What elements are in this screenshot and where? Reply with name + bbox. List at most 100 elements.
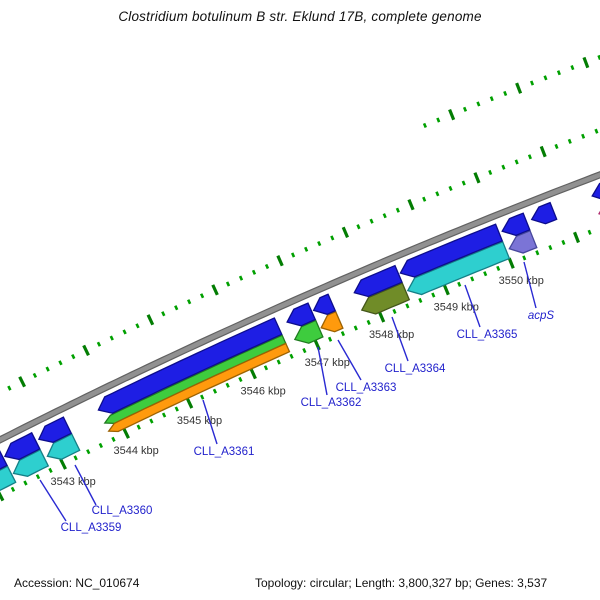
minor-tick-inner-ruler	[327, 336, 333, 342]
minor-tick-outer-ruler	[461, 180, 466, 186]
CLL_A3362-gene[interactable]	[286, 302, 317, 327]
kbp-label-3544: 3544 kbp	[113, 445, 158, 457]
minor-tick-outer-ruler	[174, 305, 179, 311]
CLL_A3364-gene[interactable]	[353, 264, 403, 298]
gene-label-CLL_A3361: CLL_A3361	[194, 446, 255, 458]
minor-tick-inner-ruler	[496, 265, 501, 271]
leader-line-CLL_A3362	[317, 346, 328, 396]
minor-tick-inner-ruler	[548, 245, 553, 251]
kbp-label-3546: 3546 kbp	[241, 386, 286, 398]
minor-tick-inner-ruler	[431, 292, 436, 298]
CLL_A3359-category[interactable]	[12, 448, 50, 477]
minor-tick-inner-ruler	[392, 308, 397, 314]
gene-unlabeled-gene[interactable]	[530, 201, 558, 225]
minor-tick-outer-ruler	[581, 133, 586, 139]
minor-tick-outer-far-ruler	[556, 70, 561, 76]
gene-label-CLL_A3365: CLL_A3365	[457, 329, 518, 341]
kbp-label-3549: 3549 kbp	[434, 302, 479, 314]
major-tick-inner-ruler	[442, 283, 450, 296]
minor-tick-outer-ruler	[264, 263, 270, 270]
major-tick-inner-ruler	[573, 231, 580, 244]
minor-tick-inner-ruler	[111, 436, 116, 442]
leader-line-CLL_A3360	[74, 464, 97, 506]
major-tick-outer-ruler	[341, 226, 350, 239]
minor-tick-inner-ruler	[10, 486, 16, 492]
minor-tick-outer-ruler	[395, 207, 400, 213]
minor-tick-outer-far-ruler	[476, 101, 481, 107]
major-tick-outer-far-ruler	[515, 82, 523, 94]
minor-tick-outer-far-ruler	[422, 122, 427, 129]
acpS-category[interactable]	[508, 229, 538, 254]
minor-tick-inner-ruler	[535, 250, 540, 256]
major-tick-outer-ruler	[276, 255, 284, 267]
leader-line-CLL_A3359	[39, 479, 67, 522]
major-tick-outer-far-ruler	[448, 108, 456, 121]
gene-label-CLL_A3364: CLL_A3364	[385, 363, 446, 375]
CLL_A3361-category-lower[interactable]	[107, 342, 291, 433]
minor-tick-inner-ruler	[302, 347, 307, 354]
leader-line-CLL_A3363	[337, 339, 362, 381]
backbone-arc	[0, 171, 600, 444]
minor-tick-outer-ruler	[488, 169, 493, 176]
major-tick-outer-far-ruler	[582, 56, 590, 69]
CLL_A3361-gene[interactable]	[97, 317, 283, 414]
minor-tick-outer-ruler	[304, 246, 309, 252]
minor-tick-outer-ruler	[199, 293, 205, 299]
major-tick-outer-ruler	[146, 314, 155, 326]
CLL_A3363-gene[interactable]	[312, 293, 337, 315]
minor-tick-inner-ruler	[263, 365, 269, 371]
CLL_A3365-gene[interactable]	[399, 223, 504, 278]
CLL_A3360-category[interactable]	[46, 433, 81, 460]
acpS-gene[interactable]	[501, 212, 531, 237]
kbp-label-3547: 3547 kbp	[305, 357, 350, 369]
major-tick-outer-ruler	[407, 198, 415, 211]
minor-tick-outer-ruler	[238, 275, 244, 281]
leader-line-CLL_A3365	[464, 284, 481, 328]
minor-tick-inner-ruler	[225, 382, 230, 388]
kbp-label-3548: 3548 kbp	[369, 329, 414, 341]
minor-tick-outer-ruler	[122, 329, 127, 335]
gene-right-partial-gene[interactable]	[591, 163, 600, 200]
CLL_A3364-category[interactable]	[360, 282, 411, 315]
gene-left-partial-category[interactable]	[0, 465, 17, 513]
minor-tick-inner-ruler	[86, 449, 91, 455]
minor-tick-inner-ruler	[587, 229, 592, 235]
minor-tick-outer-far-ruler	[489, 96, 494, 102]
CLL_A3363-category[interactable]	[320, 310, 344, 333]
backbone-edge-inner	[0, 177, 600, 444]
minor-tick-inner-ruler	[149, 418, 154, 424]
gene-label-CLL_A3360: CLL_A3360	[92, 505, 153, 517]
gene-label-CLL_A3362: CLL_A3362	[301, 397, 362, 409]
CLL_A3360-gene[interactable]	[37, 416, 73, 443]
minor-tick-outer-far-ruler	[543, 75, 548, 81]
minor-tick-outer-ruler	[594, 128, 599, 134]
leader-line-CLL_A3361	[202, 399, 218, 445]
CLL_A3359-gene[interactable]	[3, 431, 41, 461]
minor-tick-inner-ruler	[200, 394, 205, 400]
minor-tick-outer-ruler	[45, 366, 50, 372]
major-tick-inner-ruler	[0, 491, 5, 502]
major-tick-outer-ruler	[18, 376, 27, 388]
minor-tick-outer-ruler	[251, 269, 257, 275]
backbone-edge-outer	[0, 171, 600, 438]
leader-line-acpS	[523, 261, 537, 309]
minor-tick-inner-ruler	[212, 388, 218, 394]
minor-tick-inner-ruler	[161, 412, 167, 418]
minor-tick-outer-ruler	[187, 299, 192, 305]
CLL_A3365-category[interactable]	[406, 240, 511, 296]
minor-tick-inner-ruler	[483, 271, 488, 277]
CLL_A3362-category[interactable]	[293, 319, 324, 344]
gene-left-partial-gene[interactable]	[0, 449, 8, 496]
minor-tick-outer-ruler	[135, 323, 140, 329]
minor-tick-outer-ruler	[71, 354, 76, 360]
minor-tick-inner-ruler	[289, 353, 294, 359]
minor-tick-outer-ruler	[527, 154, 532, 160]
minor-tick-outer-ruler	[58, 360, 63, 366]
topology-text: Topology: circular; Length: 3,800,327 bp…	[255, 576, 548, 590]
accession-text: Accession: NC_010674	[14, 576, 140, 590]
major-tick-inner-ruler	[249, 367, 257, 380]
minor-tick-inner-ruler	[340, 331, 346, 337]
minor-tick-inner-ruler	[238, 376, 243, 383]
minor-tick-outer-ruler	[448, 185, 453, 192]
